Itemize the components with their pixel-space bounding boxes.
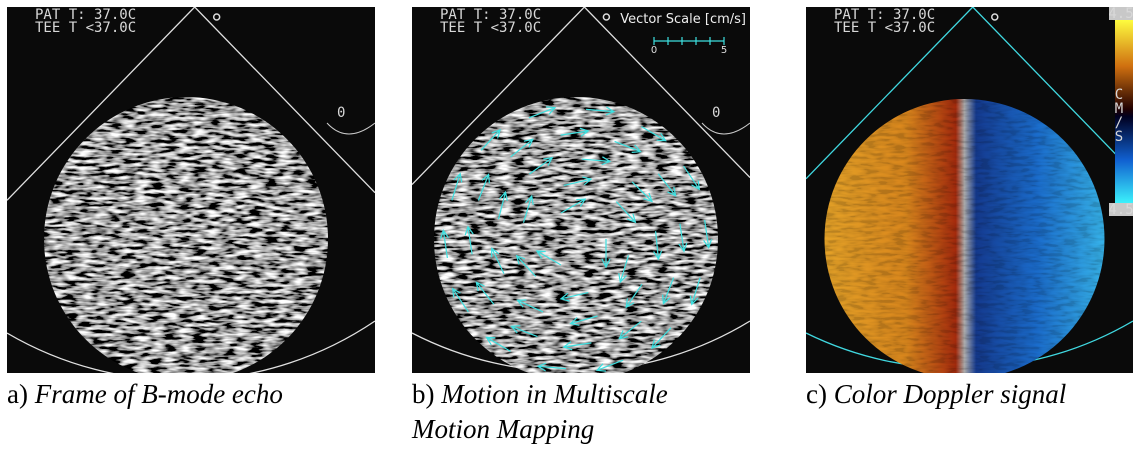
- caption-label: a): [7, 379, 28, 409]
- overlay-text: TEE T <37.0C: [35, 20, 136, 36]
- caption-text: Motion in Multiscale Motion Mapping: [412, 379, 668, 444]
- caption-text: Color Doppler signal: [834, 379, 1067, 409]
- color-bar-unit: S: [1115, 129, 1123, 145]
- vector-scale-max: 5: [721, 45, 727, 56]
- color-bar-top: 4.5: [1108, 7, 1133, 22]
- depth-marker: 0: [337, 105, 345, 121]
- vector-scale-title: Vector Scale [cm/s]: [620, 12, 746, 27]
- vector-scale-min: 0: [651, 45, 657, 56]
- caption-label: c): [806, 379, 827, 409]
- caption-text: Frame of B-mode echo: [35, 379, 283, 409]
- caption: c) Color Doppler signal: [806, 377, 1141, 412]
- overlay-text: TEE T <37.0C: [440, 20, 541, 36]
- caption: b) Motion in Multiscale Motion Mapping: [412, 377, 752, 447]
- overlay-text: TEE T <37.0C: [834, 20, 935, 36]
- caption: a) Frame of B-mode echo: [7, 377, 387, 412]
- color-bar-bottom: 4.5: [1108, 202, 1133, 218]
- caption-label: b): [412, 379, 435, 409]
- depth-marker: 0: [712, 105, 720, 121]
- figure: {"panels": [ {"overlay": ["PAT T: 37.0C"…: [0, 0, 1141, 450]
